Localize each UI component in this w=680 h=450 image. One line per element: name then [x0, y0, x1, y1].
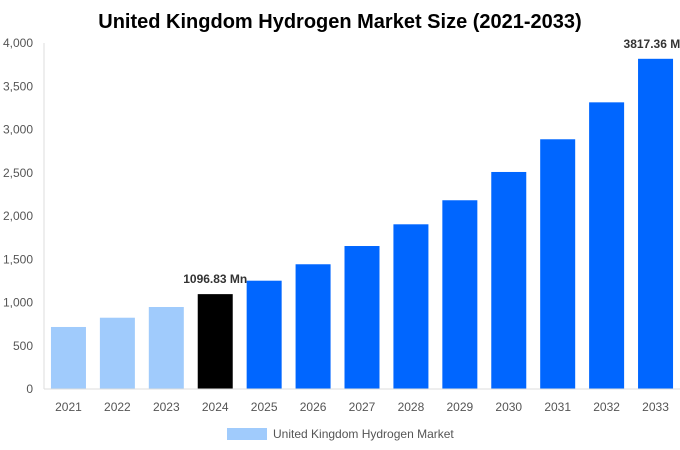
- y-tick-label: 1,500: [3, 252, 33, 266]
- bar-2031[interactable]: [540, 139, 576, 389]
- bar-2029[interactable]: [442, 200, 478, 389]
- y-axis: 0 500 1,000 1,500 2,000 2,500 3,000 3,500 4,000: [3, 36, 45, 396]
- bar-2033[interactable]: [638, 58, 674, 389]
- x-tick-label: 2033: [642, 400, 669, 414]
- bar-2026[interactable]: [295, 264, 331, 389]
- data-label-2033: 3817.36 Mn: [624, 37, 680, 51]
- bar-2030[interactable]: [491, 171, 527, 389]
- bar-2028[interactable]: [393, 224, 429, 389]
- x-tick-label: 2023: [153, 400, 180, 414]
- legend-swatch: [227, 428, 267, 440]
- x-tick-label: 2027: [349, 400, 376, 414]
- y-tick-label: 3,500: [3, 79, 33, 93]
- y-tick-label: 0: [26, 382, 33, 396]
- bar-2022[interactable]: [99, 317, 135, 389]
- x-tick-label: 2026: [300, 400, 327, 414]
- bar-2023[interactable]: [148, 306, 184, 389]
- y-tick-label: 3,000: [3, 123, 33, 137]
- x-tick-label: 2021: [55, 400, 82, 414]
- y-tick-label: 2,000: [3, 209, 33, 223]
- legend[interactable]: United Kingdom Hydrogen Market: [227, 427, 454, 441]
- x-tick-label: 2024: [202, 400, 229, 414]
- x-tick-label: 2031: [544, 400, 571, 414]
- x-tick-label: 2032: [593, 400, 620, 414]
- data-labels: 1096.83 Mn 3817.36 Mn: [183, 37, 680, 286]
- chart-title: United Kingdom Hydrogen Market Size (202…: [98, 11, 581, 33]
- x-tick-label: 2022: [104, 400, 131, 414]
- x-axis: 2021 2022 2023 2024 2025 2026 2027 2028 2029 2030…: [44, 388, 680, 414]
- x-tick-label: 2030: [495, 400, 522, 414]
- y-tick-label: 500: [13, 339, 33, 353]
- x-tick-label: 2028: [398, 400, 425, 414]
- x-tick-label: 2025: [251, 400, 278, 414]
- bar-2024[interactable]: [197, 294, 233, 389]
- y-tick-label: 4,000: [3, 36, 33, 50]
- bars: [50, 58, 674, 390]
- legend-label: United Kingdom Hydrogen Market: [273, 427, 454, 441]
- data-label-2024: 1096.83 Mn: [183, 272, 247, 286]
- bar-2025[interactable]: [246, 280, 282, 389]
- y-tick-label: 1,000: [3, 296, 33, 310]
- bar-2032[interactable]: [589, 102, 625, 390]
- x-tick-label: 2029: [446, 400, 473, 414]
- bar-2021[interactable]: [50, 326, 86, 389]
- bar-2027[interactable]: [344, 246, 380, 389]
- y-tick-label: 2,500: [3, 166, 33, 180]
